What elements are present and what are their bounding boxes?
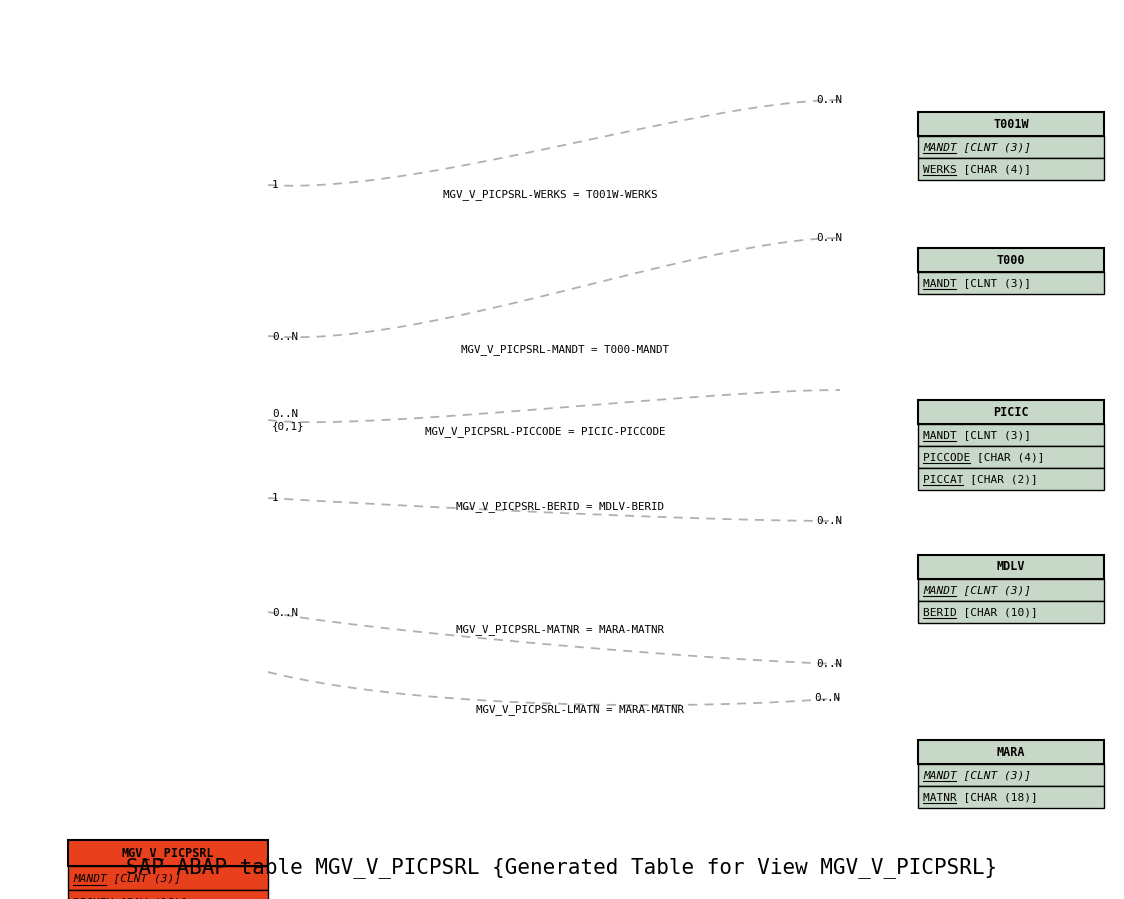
Text: 1: 1	[272, 180, 279, 190]
Bar	[918, 740, 1104, 764]
Bar	[918, 764, 1104, 786]
Text: MARA: MARA	[997, 745, 1025, 759]
Text: MATNR [CHAR (18)]: MATNR [CHAR (18)]	[923, 792, 1037, 802]
Bar	[918, 424, 1104, 446]
Text: MANDT [CLNT (3)]: MANDT [CLNT (3)]	[923, 430, 1031, 440]
Text: 0..N: 0..N	[272, 608, 298, 618]
Text: T001W: T001W	[994, 118, 1028, 130]
Text: PICCAT [CHAR (2)]: PICCAT [CHAR (2)]	[923, 474, 1037, 484]
Text: 0..N: 0..N	[816, 233, 842, 243]
Text: 0..N
{0,1}: 0..N {0,1}	[272, 409, 305, 431]
Text: MGV_V_PICPSRL-LMATN = MARA-MATNR: MGV_V_PICPSRL-LMATN = MARA-MATNR	[475, 705, 685, 716]
Bar	[918, 468, 1104, 490]
Bar	[918, 400, 1104, 424]
Text: T000: T000	[997, 254, 1025, 266]
Bar	[918, 555, 1104, 579]
Text: PICKEY [RAW (16)]: PICKEY [RAW (16)]	[73, 897, 188, 899]
Bar	[67, 866, 268, 890]
Text: SAP ABAP table MGV_V_PICPSRL {Generated Table for View MGV_V_PICPSRL}: SAP ABAP table MGV_V_PICPSRL {Generated …	[126, 858, 998, 878]
Bar	[918, 136, 1104, 158]
Bar	[918, 786, 1104, 808]
Text: MGV_V_PICPSRL-WERKS = T001W-WERKS: MGV_V_PICPSRL-WERKS = T001W-WERKS	[443, 190, 658, 200]
Text: 0..N: 0..N	[272, 332, 298, 342]
Text: MANDT [CLNT (3)]: MANDT [CLNT (3)]	[73, 873, 181, 883]
Text: MGV_V_PICPSRL: MGV_V_PICPSRL	[121, 847, 215, 859]
Text: 0..N: 0..N	[816, 95, 842, 105]
Text: PICIC: PICIC	[994, 405, 1028, 419]
Text: 1: 1	[272, 493, 279, 503]
Text: MANDT [CLNT (3)]: MANDT [CLNT (3)]	[923, 770, 1031, 780]
Text: MANDT [CLNT (3)]: MANDT [CLNT (3)]	[923, 278, 1031, 288]
Text: MANDT [CLNT (3)]: MANDT [CLNT (3)]	[923, 142, 1031, 152]
Bar	[67, 890, 268, 899]
Text: MGV_V_PICPSRL-BERID = MDLV-BERID: MGV_V_PICPSRL-BERID = MDLV-BERID	[456, 502, 664, 512]
Text: MGV_V_PICPSRL-PICCODE = PICIC-PICCODE: MGV_V_PICPSRL-PICCODE = PICIC-PICCODE	[425, 426, 665, 438]
Text: 0..N: 0..N	[816, 659, 842, 669]
Bar	[918, 112, 1104, 136]
Text: PICCODE [CHAR (4)]: PICCODE [CHAR (4)]	[923, 452, 1044, 462]
Text: MGV_V_PICPSRL-MATNR = MARA-MATNR: MGV_V_PICPSRL-MATNR = MARA-MATNR	[456, 625, 664, 636]
Text: MDLV: MDLV	[997, 560, 1025, 574]
Text: 0..N: 0..N	[816, 516, 842, 526]
Bar	[918, 248, 1104, 272]
Text: 0..N: 0..N	[814, 693, 840, 703]
Text: MGV_V_PICPSRL-MANDT = T000-MANDT: MGV_V_PICPSRL-MANDT = T000-MANDT	[461, 344, 669, 355]
Bar	[918, 158, 1104, 180]
Text: WERKS [CHAR (4)]: WERKS [CHAR (4)]	[923, 164, 1031, 174]
Bar	[918, 601, 1104, 623]
Bar	[67, 840, 268, 866]
Text: MANDT [CLNT (3)]: MANDT [CLNT (3)]	[923, 585, 1031, 595]
Bar	[918, 272, 1104, 294]
Bar	[918, 446, 1104, 468]
Bar	[918, 579, 1104, 601]
Text: BERID [CHAR (10)]: BERID [CHAR (10)]	[923, 607, 1037, 617]
